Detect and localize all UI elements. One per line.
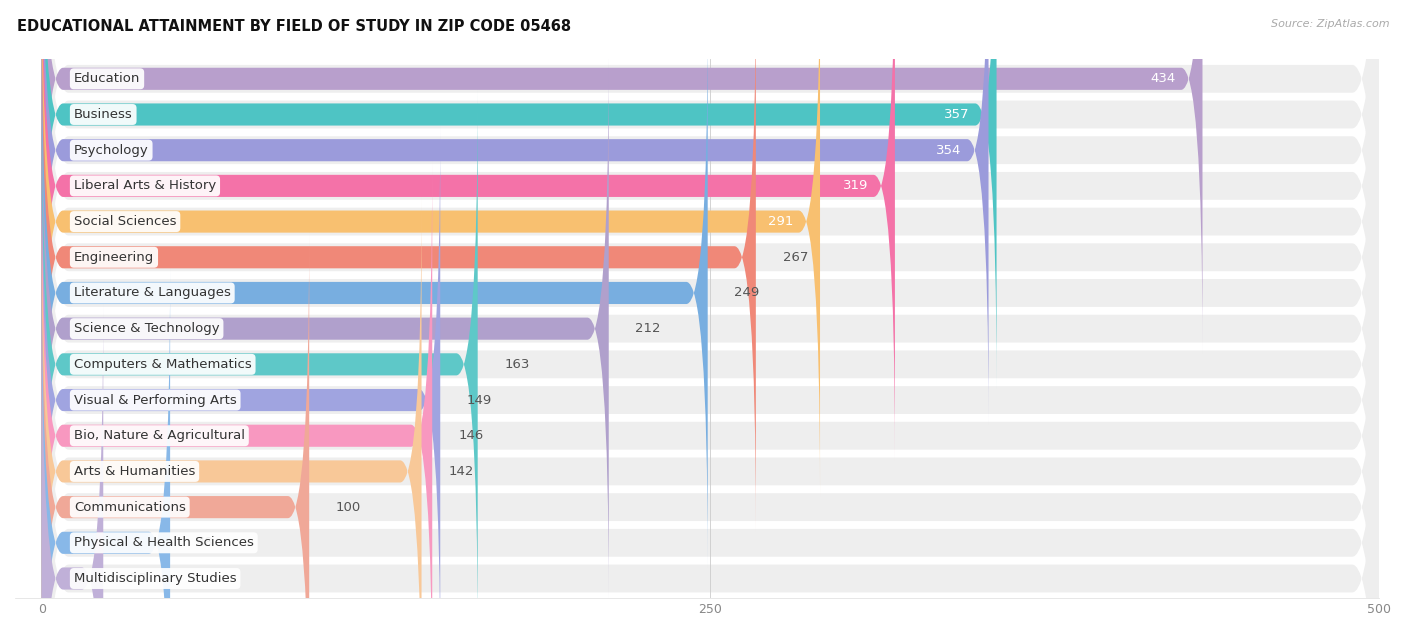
FancyBboxPatch shape [42,90,478,631]
FancyBboxPatch shape [42,0,1379,422]
Text: 23: 23 [129,572,148,585]
FancyBboxPatch shape [42,57,1379,631]
FancyBboxPatch shape [42,0,820,496]
Text: 48: 48 [197,536,214,550]
Text: 249: 249 [734,286,759,300]
FancyBboxPatch shape [42,304,103,631]
FancyBboxPatch shape [42,0,1379,565]
FancyBboxPatch shape [42,0,997,389]
Text: Education: Education [75,73,141,85]
Text: EDUCATIONAL ATTAINMENT BY FIELD OF STUDY IN ZIP CODE 05468: EDUCATIONAL ATTAINMENT BY FIELD OF STUDY… [17,19,571,34]
Text: 100: 100 [336,500,361,514]
Text: Communications: Communications [75,500,186,514]
Text: Psychology: Psychology [75,144,149,156]
FancyBboxPatch shape [42,93,1379,631]
FancyBboxPatch shape [42,21,1379,631]
Text: 357: 357 [945,108,970,121]
Text: 212: 212 [636,322,661,335]
FancyBboxPatch shape [42,200,1379,631]
Text: 163: 163 [505,358,530,371]
FancyBboxPatch shape [42,0,1379,529]
Text: Social Sciences: Social Sciences [75,215,176,228]
Text: 267: 267 [783,251,808,264]
Text: Engineering: Engineering [75,251,155,264]
FancyBboxPatch shape [42,0,1379,631]
FancyBboxPatch shape [42,18,707,567]
Text: 434: 434 [1150,73,1175,85]
Text: Literature & Languages: Literature & Languages [75,286,231,300]
Text: Computers & Mathematics: Computers & Mathematics [75,358,252,371]
FancyBboxPatch shape [42,0,1379,631]
Text: 354: 354 [936,144,962,156]
FancyBboxPatch shape [42,162,432,631]
Text: 149: 149 [467,394,492,406]
Text: Bio, Nature & Agricultural: Bio, Nature & Agricultural [75,429,245,442]
FancyBboxPatch shape [42,54,609,603]
Text: Multidisciplinary Studies: Multidisciplinary Studies [75,572,236,585]
FancyBboxPatch shape [42,0,1379,457]
Text: 291: 291 [768,215,793,228]
Text: Science & Technology: Science & Technology [75,322,219,335]
FancyBboxPatch shape [42,235,1379,631]
FancyBboxPatch shape [42,0,1202,353]
Text: Visual & Performing Arts: Visual & Performing Arts [75,394,236,406]
FancyBboxPatch shape [42,164,1379,631]
FancyBboxPatch shape [42,129,1379,631]
Text: 142: 142 [449,465,474,478]
Text: 319: 319 [842,179,868,192]
Text: 146: 146 [458,429,484,442]
FancyBboxPatch shape [42,0,1379,493]
Text: Arts & Humanities: Arts & Humanities [75,465,195,478]
FancyBboxPatch shape [42,233,309,631]
FancyBboxPatch shape [42,0,756,532]
Text: Source: ZipAtlas.com: Source: ZipAtlas.com [1271,19,1389,29]
FancyBboxPatch shape [42,126,440,631]
FancyBboxPatch shape [42,0,1379,600]
Text: Business: Business [75,108,132,121]
FancyBboxPatch shape [42,197,422,631]
Text: Liberal Arts & History: Liberal Arts & History [75,179,217,192]
FancyBboxPatch shape [42,268,170,631]
Text: Physical & Health Sciences: Physical & Health Sciences [75,536,253,550]
FancyBboxPatch shape [42,0,894,461]
FancyBboxPatch shape [42,0,988,425]
